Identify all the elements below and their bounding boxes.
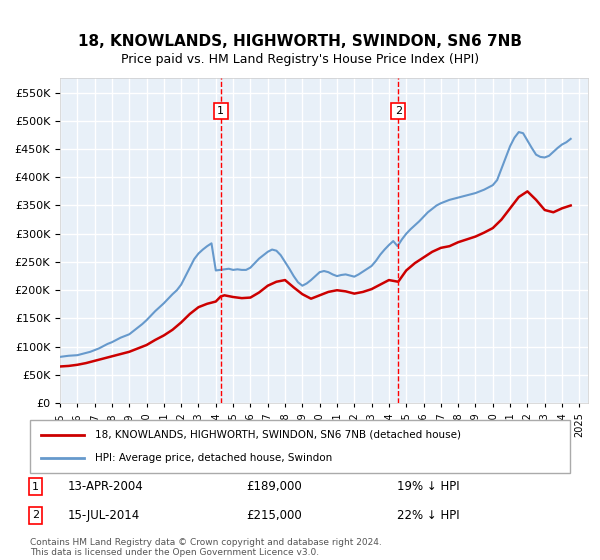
Text: Price paid vs. HM Land Registry's House Price Index (HPI): Price paid vs. HM Land Registry's House … <box>121 53 479 66</box>
Text: 19% ↓ HPI: 19% ↓ HPI <box>397 480 460 493</box>
Text: 1: 1 <box>32 482 39 492</box>
Text: Contains HM Land Registry data © Crown copyright and database right 2024.
This d: Contains HM Land Registry data © Crown c… <box>30 538 382 557</box>
FancyBboxPatch shape <box>30 420 570 473</box>
Text: £215,000: £215,000 <box>246 509 302 522</box>
Text: 18, KNOWLANDS, HIGHWORTH, SWINDON, SN6 7NB (detached house): 18, KNOWLANDS, HIGHWORTH, SWINDON, SN6 7… <box>95 430 461 440</box>
Text: 15-JUL-2014: 15-JUL-2014 <box>68 509 140 522</box>
Text: 2: 2 <box>32 511 39 520</box>
Text: 22% ↓ HPI: 22% ↓ HPI <box>397 509 460 522</box>
Text: HPI: Average price, detached house, Swindon: HPI: Average price, detached house, Swin… <box>95 453 332 463</box>
Text: 18, KNOWLANDS, HIGHWORTH, SWINDON, SN6 7NB: 18, KNOWLANDS, HIGHWORTH, SWINDON, SN6 7… <box>78 34 522 49</box>
Text: 1: 1 <box>217 106 224 116</box>
Text: 2: 2 <box>395 106 402 116</box>
Text: 13-APR-2004: 13-APR-2004 <box>68 480 143 493</box>
Text: £189,000: £189,000 <box>246 480 302 493</box>
